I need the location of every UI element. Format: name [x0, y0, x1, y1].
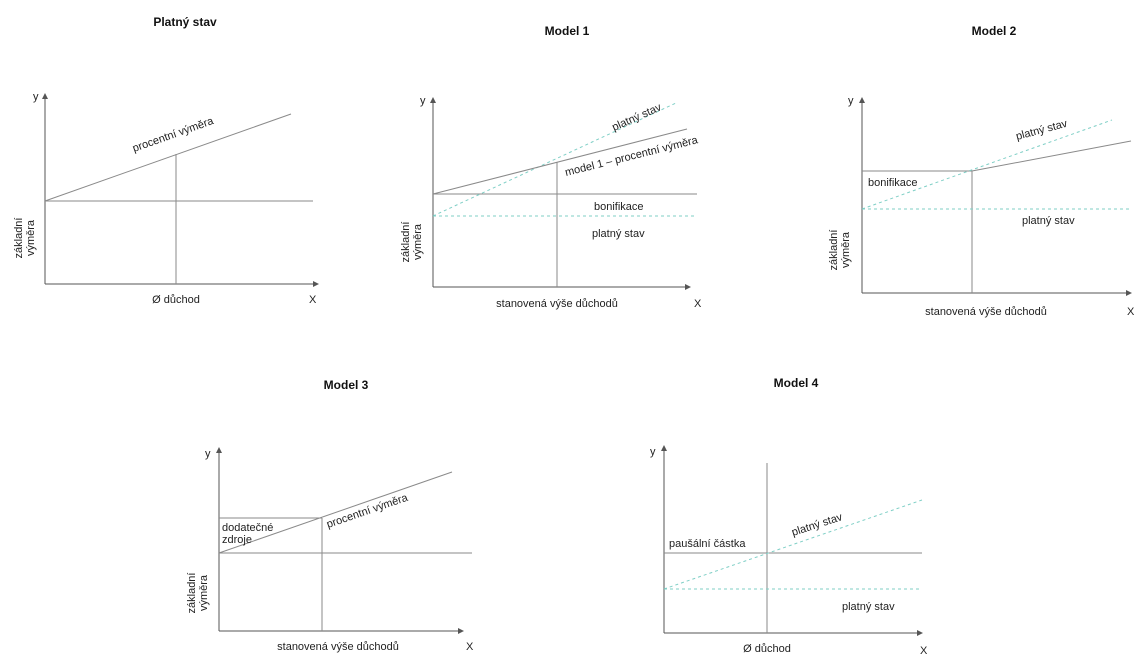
label-upper-current-state: platný stav — [1015, 118, 1069, 143]
label-bonus: bonifikace — [868, 177, 918, 189]
current-state-slope-dashed — [432, 102, 677, 217]
percentage-line — [44, 113, 292, 202]
panel-model-1: Model 1 y X stanovená výše důchodů zákla… — [400, 24, 702, 310]
x-axis-label: Ø důchod — [152, 294, 200, 306]
panel-model-4: Model 4 y X Ø důchod paušální částka pla… — [650, 376, 928, 655]
label-upper-current-state: platný stav — [790, 511, 844, 539]
x-axis-letter: X — [309, 294, 317, 306]
x-axis-label: stanovená výše důchodů — [277, 641, 399, 653]
panel-title: Model 4 — [774, 376, 819, 390]
y-axis-label: základní výměra — [186, 573, 210, 614]
y-axis-letter: y — [650, 446, 656, 458]
x-axis-letter: X — [920, 645, 928, 655]
y-axis-letter: y — [205, 448, 211, 460]
label-model1-percentage: model 1 – procentní výměra — [564, 134, 700, 179]
x-axis-label: stanovená výše důchodů — [496, 298, 618, 310]
percentage-line — [218, 471, 453, 554]
x-axis-label: Ø důchod — [743, 643, 791, 655]
y-axis-label-line1: základní — [13, 218, 25, 259]
line-label-percentage: procentní výměra — [131, 115, 216, 155]
y-axis-label-line1: základní — [828, 230, 840, 271]
panel-title: Model 1 — [545, 24, 590, 38]
y-axis-label-line2: výměra — [840, 231, 852, 268]
model2-slope-line — [971, 140, 1132, 172]
x-axis-label: stanovená výše důchodů — [925, 306, 1047, 318]
y-axis-label-line1: základní — [186, 573, 198, 614]
panel-title: Platný stav — [153, 15, 217, 29]
label-additional-sources-line1: dodatečné — [222, 522, 273, 534]
panel-platny-stav: Platný stav y X Ø důchod základní výměra… — [13, 15, 319, 306]
y-axis-letter: y — [33, 91, 39, 103]
y-axis-label-line2: výměra — [198, 574, 210, 611]
panel-model-3: Model 3 y X stanovená výše důchodů zákla… — [186, 378, 474, 653]
model1-percentage-line — [432, 128, 688, 195]
current-state-slope-dashed — [861, 119, 1113, 210]
x-axis-letter: X — [466, 641, 474, 653]
panel-title: Model 3 — [324, 378, 369, 392]
y-axis-label-line2: výměra — [412, 223, 424, 260]
label-lower-current-state: platný stav — [1022, 215, 1075, 227]
y-axis-label: základní výměra — [13, 218, 37, 259]
panel-title: Model 2 — [972, 24, 1017, 38]
y-axis-label: základní výměra — [828, 230, 852, 271]
label-additional-sources-line2: zdroje — [222, 534, 252, 546]
y-axis-label-line2: výměra — [25, 219, 37, 256]
x-axis-letter: X — [694, 298, 702, 310]
label-upper-current-state: platný stav — [610, 101, 663, 134]
x-axis-letter: X — [1127, 306, 1135, 318]
y-axis-label-line1: základní — [400, 222, 412, 263]
label-flat-payment: paušální částka — [669, 538, 746, 550]
label-lower-current-state: platný stav — [592, 228, 645, 240]
y-axis-label: základní výměra — [400, 222, 424, 263]
panel-model-2: Model 2 y X stanovená výše důchodů zákla… — [828, 24, 1135, 318]
y-axis-letter: y — [420, 95, 426, 107]
label-lower-current-state: platný stav — [842, 601, 895, 613]
label-bonus: bonifikace — [594, 201, 644, 213]
y-axis-letter: y — [848, 95, 854, 107]
